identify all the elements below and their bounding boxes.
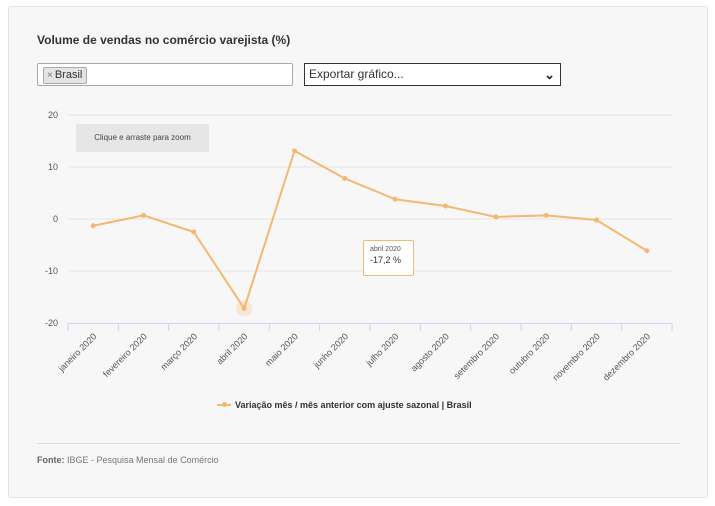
chart-tooltip: abril 2020 -17,2 %: [363, 240, 414, 276]
tooltip-date: abril 2020: [370, 246, 401, 253]
data-point[interactable]: [493, 214, 499, 220]
y-tick-label: -10: [45, 266, 58, 276]
region-filter-input[interactable]: × Brasil: [37, 63, 293, 86]
x-tick-label: outubro 2020: [507, 331, 552, 376]
x-tick-label: dezembro 2020: [601, 331, 652, 382]
legend-line-marker-icon: [217, 402, 231, 407]
x-tick-label: junho 2020: [311, 331, 350, 370]
data-point[interactable]: [141, 212, 146, 218]
y-tick-label: 20: [48, 110, 58, 120]
filter-chip-label: Brasil: [54, 69, 83, 81]
x-tick-label: julho 2020: [363, 331, 400, 368]
chart-legend-item[interactable]: Variação mês / mês anterior com ajuste s…: [217, 400, 472, 410]
x-tick-label: fevereiro 2020: [101, 331, 149, 379]
source-note: Fonte: IBGE - Pesquisa Mensal de Comérci…: [37, 455, 219, 465]
chevron-down-icon: ⌄: [544, 67, 555, 82]
source-label: Fonte:: [37, 455, 65, 465]
export-select-label: Exportar gráfico...: [309, 67, 404, 81]
chart-card: [8, 6, 708, 498]
y-tick-label: 10: [48, 162, 58, 172]
data-point[interactable]: [241, 305, 247, 311]
data-point[interactable]: [392, 196, 398, 202]
x-tick-label: agosto 2020: [409, 331, 451, 373]
export-chart-select[interactable]: Exportar gráfico... ⌄: [304, 63, 561, 86]
remove-chip-icon[interactable]: ×: [47, 70, 53, 81]
data-point[interactable]: [191, 229, 197, 235]
x-tick-label: maio 2020: [263, 331, 300, 368]
source-text: IBGE - Pesquisa Mensal de Comércio: [67, 455, 219, 465]
filter-chip-brasil[interactable]: × Brasil: [43, 67, 88, 84]
tooltip-value: -17,2 %: [370, 255, 402, 265]
data-point[interactable]: [443, 203, 448, 209]
x-tick-label: março 2020: [159, 331, 200, 372]
zoom-hint: Clique e arraste para zoom: [76, 124, 209, 152]
x-tick-label: novembro 2020: [551, 331, 602, 382]
x-tick-label: janeiro 2020: [56, 331, 99, 374]
series-line: [92, 149, 648, 310]
divider: [37, 443, 680, 444]
y-tick-label: 0: [53, 214, 58, 224]
chart-title: Volume de vendas no comércio varejista (…: [37, 33, 291, 47]
data-point[interactable]: [292, 148, 297, 154]
data-point[interactable]: [594, 217, 599, 223]
data-point[interactable]: [644, 248, 650, 254]
data-point[interactable]: [342, 175, 348, 181]
y-tick-label: -20: [45, 318, 58, 328]
x-tick-label: abril 2020: [215, 331, 250, 366]
data-point[interactable]: [90, 223, 96, 229]
legend-label: Variação mês / mês anterior com ajuste s…: [235, 400, 472, 410]
data-point[interactable]: [543, 212, 549, 218]
x-tick-label: setembro 2020: [452, 331, 502, 381]
